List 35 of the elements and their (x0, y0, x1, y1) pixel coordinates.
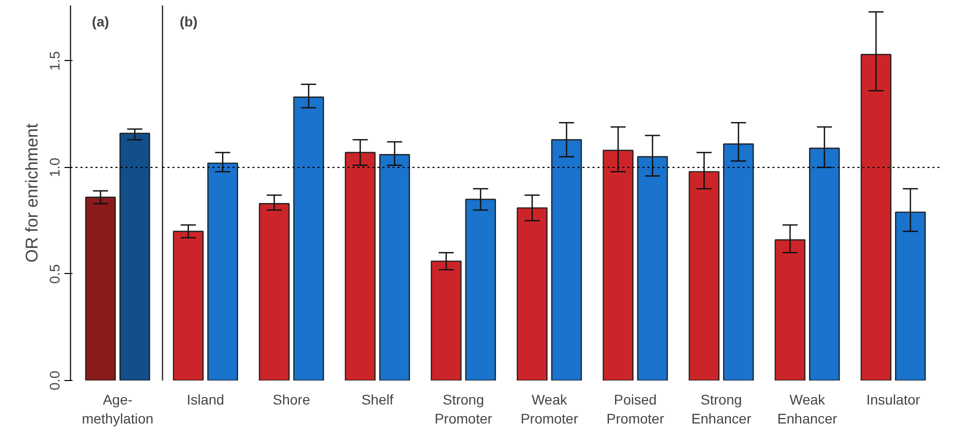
x-tick-label: Shore (272, 392, 310, 408)
bar (774, 239, 806, 380)
x-tick-label: Shelf (361, 392, 394, 408)
y-tick-label: 1.5 (46, 50, 62, 71)
x-tick-label: Poised Promoter (606, 392, 664, 427)
bar (809, 148, 840, 380)
bar (895, 212, 926, 380)
bar (430, 260, 462, 380)
y-axis-title: OR for enrichment (22, 123, 42, 262)
text: (b) (180, 14, 198, 30)
y-tick-label: 0.5 (46, 264, 62, 284)
x-tick-label: Weak Enhancer (777, 392, 838, 427)
bar (723, 143, 754, 380)
bar (688, 171, 720, 380)
bar (293, 96, 324, 380)
bar (860, 54, 892, 380)
bar (172, 230, 204, 380)
bar (516, 207, 548, 380)
bar (637, 156, 668, 380)
bar (465, 198, 496, 380)
bar (602, 150, 634, 380)
bar (207, 162, 238, 380)
x-tick-label: Weak Promoter (520, 392, 578, 427)
x-tick-label: Insulator (866, 392, 920, 408)
bar (258, 203, 290, 380)
bar (344, 152, 376, 380)
text: (a) (92, 14, 110, 30)
x-tick-label: Strong Promoter (434, 392, 493, 427)
y-tick-label: 1.0 (46, 157, 62, 178)
y-tick-label: 0.0 (46, 370, 62, 390)
bar (379, 154, 410, 380)
x-tick-label: Island (186, 392, 224, 408)
x-tick-label: Age- methylation (82, 392, 154, 427)
bar (551, 139, 582, 380)
x-tick-label: Strong Enhancer (691, 392, 752, 427)
